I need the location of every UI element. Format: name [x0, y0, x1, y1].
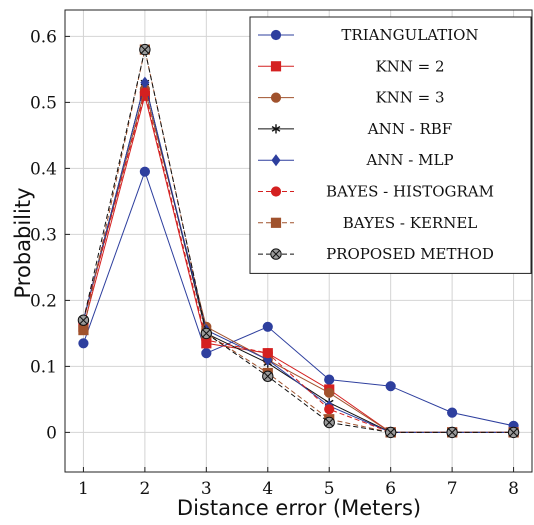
data-point — [270, 217, 282, 228]
legend-label: PROPOSED METHOD — [326, 245, 494, 263]
legend-label: BAYES - KERNEL — [343, 214, 478, 232]
legend-label: BAYES - HISTOGRAM — [326, 183, 494, 201]
x-tick-label: 2 — [139, 479, 150, 499]
data-point — [270, 92, 282, 103]
data-point — [507, 426, 520, 439]
y-tick-label: 0.6 — [30, 27, 57, 47]
x-tick-label: 6 — [385, 479, 396, 499]
data-point — [262, 348, 273, 359]
data-point — [262, 321, 273, 332]
data-point — [77, 314, 90, 326]
series — [78, 166, 519, 431]
y-tick-label: 0.3 — [30, 225, 57, 245]
data-point — [271, 124, 281, 134]
y-tick-label: 0 — [46, 423, 57, 443]
data-point — [270, 29, 282, 41]
data-point — [384, 426, 397, 439]
legend-entry: KNN = 3 — [258, 89, 445, 107]
y-tick-label: 0.5 — [30, 93, 57, 113]
x-tick-label: 4 — [262, 479, 273, 499]
legend-entry: TRIANGULATION — [258, 26, 479, 44]
legend-label: ANN - RBF — [367, 120, 452, 138]
x-tick-label: 3 — [201, 479, 212, 499]
data-point — [139, 87, 150, 98]
x-tick-label: 5 — [324, 479, 335, 499]
legend-entry: PROPOSED METHOD — [258, 245, 494, 263]
data-point — [447, 407, 458, 418]
legend-entry: ANN - RBF — [258, 120, 452, 138]
data-point — [270, 248, 282, 260]
series-lines — [77, 43, 520, 439]
series — [77, 43, 520, 439]
legend-label: KNN = 2 — [375, 57, 444, 75]
data-point — [139, 43, 151, 56]
legend-label: TRIANGULATION — [341, 26, 478, 44]
x-tick-label: 7 — [447, 479, 458, 499]
data-point — [270, 61, 282, 72]
data-point — [262, 370, 274, 382]
data-point — [323, 416, 335, 429]
axis-ticks: 1 2 3 4 5 6 7 8 0 0.1 0.2 0.3 0.4 0.5 0.6 — [30, 27, 519, 499]
series-line — [82, 170, 514, 427]
data-point — [324, 374, 335, 385]
legend-box — [249, 16, 532, 274]
x-axis-title: Distance error (Meters) — [177, 496, 421, 520]
legend-entry: BAYES - KERNEL — [258, 214, 477, 232]
data-point — [324, 404, 335, 415]
data-point — [385, 381, 396, 392]
y-axis-title: Probability — [11, 187, 35, 298]
legend-entry: BAYES - HISTOGRAM — [258, 183, 494, 201]
legend-label: KNN = 3 — [375, 89, 444, 107]
y-tick-label: 0.2 — [30, 291, 57, 311]
plot-frame — [64, 9, 533, 473]
data-point — [78, 338, 89, 349]
x-tick-label: 8 — [508, 479, 519, 499]
data-point — [200, 327, 213, 340]
y-tick-label: 0.4 — [30, 159, 57, 179]
data-point — [446, 426, 458, 439]
data-point — [139, 166, 150, 177]
data-point — [324, 387, 335, 398]
series-line — [82, 49, 514, 433]
data-point — [78, 325, 89, 336]
data-point — [270, 186, 282, 197]
legend-label: ANN - MLP — [365, 151, 453, 169]
legend: TRIANGULATION KNN = 2 KNN = 3 ANN - RBF ANN … — [249, 16, 532, 274]
data-point — [271, 154, 281, 167]
x-tick-label: 1 — [78, 479, 89, 499]
y-tick-label: 0.1 — [30, 357, 57, 377]
legend-entry: ANN - MLP — [258, 151, 454, 169]
data-point — [201, 348, 212, 359]
legend-entry: KNN = 2 — [258, 57, 445, 75]
